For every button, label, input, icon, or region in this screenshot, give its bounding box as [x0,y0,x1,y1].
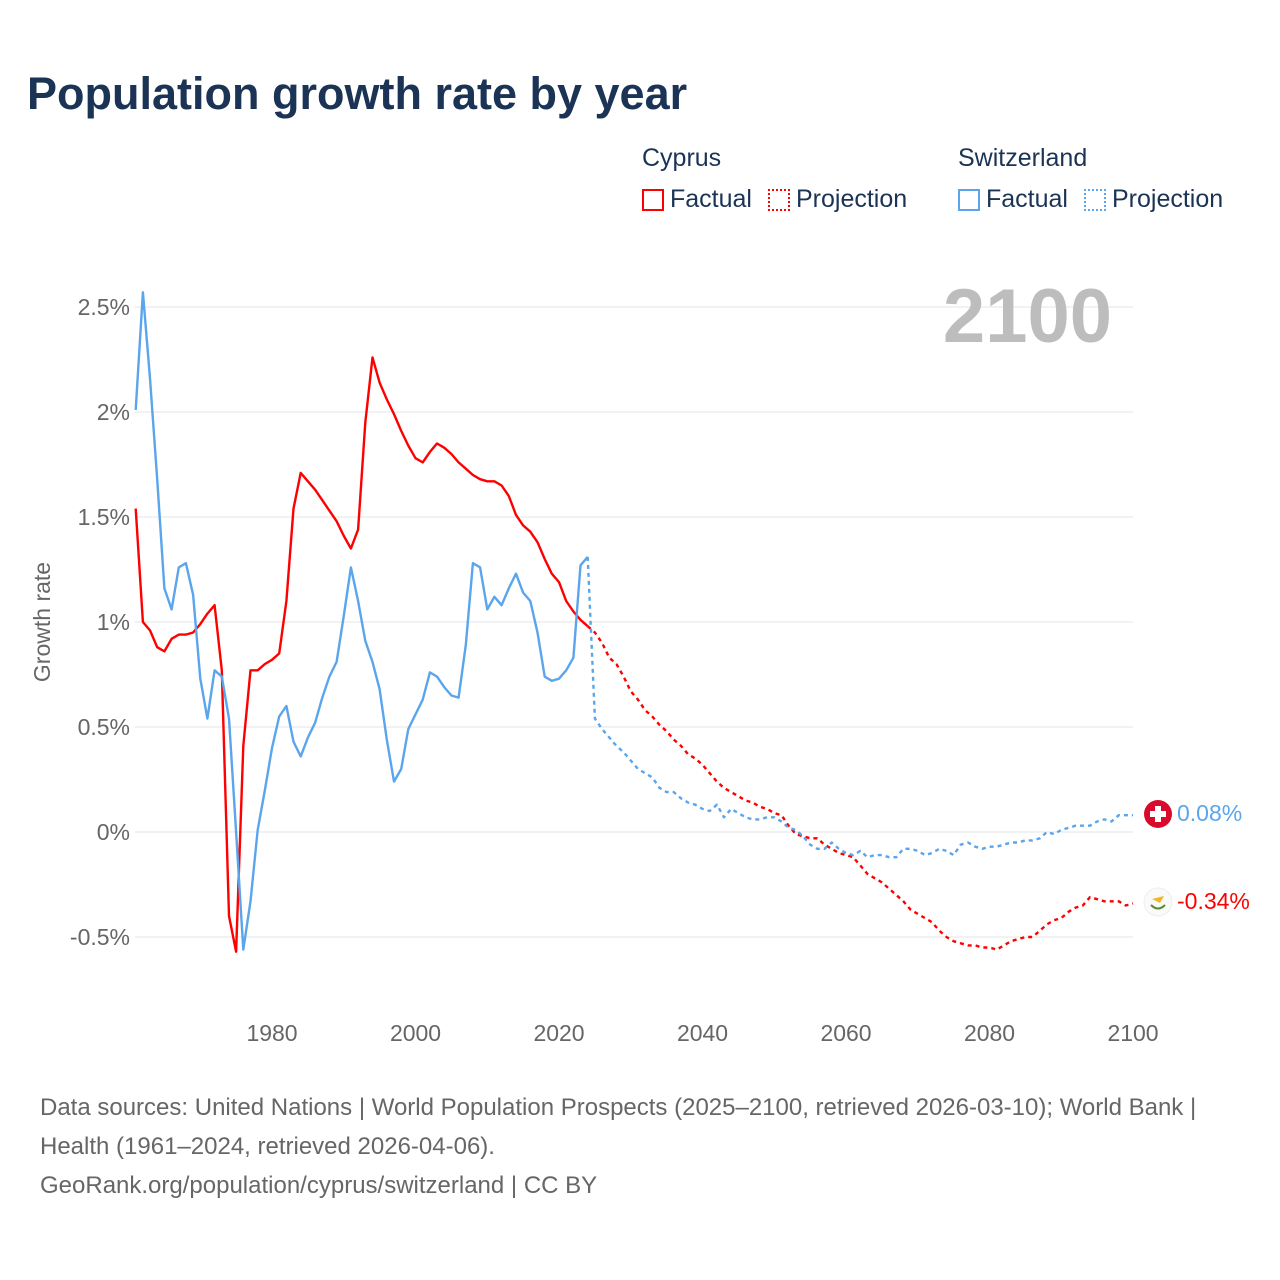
chart-area: 2.5% 2% 1.5% 1% 0.5% 0% -0.5% 1980 2000 2020 2040… [29,274,1250,1046]
legend-country-name: Cyprus [642,144,722,172]
x-tick-label: 2000 [390,1020,441,1046]
y-tick-label: 0.5% [78,714,130,740]
x-axis-ticks: 1980 2000 2020 2040 2060 2080 2100 [246,1020,1158,1046]
legend-country-name: Switzerland [958,144,1088,172]
solid-swatch-icon [642,188,664,211]
swiss-flag-icon [1144,800,1172,828]
cyprus-end-label: -0.34% [1177,888,1250,914]
legend-group-cyprus: Cyprus Factual Projection [642,144,907,214]
x-tick-label: 2100 [1107,1020,1158,1046]
x-tick-label: 2080 [964,1020,1015,1046]
y-tick-label: 0% [97,819,130,845]
x-tick-label: 2060 [820,1020,871,1046]
legend-item-cyprus-projection[interactable]: Projection [767,185,908,214]
solid-swatch-icon [958,188,980,211]
dotted-swatch-icon [767,188,790,211]
x-tick-label: 2020 [533,1020,584,1046]
legend-label: Factual [986,185,1068,213]
legend-group-switzerland: Switzerland Factual Projection [958,144,1223,214]
dotted-swatch-icon [1083,188,1106,211]
cyprus-factual-line [134,356,589,953]
x-tick-label: 1980 [246,1020,297,1046]
y-axis-label: Growth rate [29,562,55,682]
legend-item-switzerland-factual[interactable]: Factual [958,185,1068,214]
cyprus-projection-line [586,625,1134,951]
legend-label: Projection [795,185,908,213]
y-tick-label: 2.5% [78,294,130,320]
y-tick-label: 1% [97,609,130,635]
legend-label: Factual [670,185,752,213]
switzerland-projection-line [586,556,1133,859]
legend-item-switzerland-projection[interactable]: Projection [1083,185,1224,214]
sources-text: Data sources: United Nations | World Pop… [40,1094,1197,1160]
data-sources: Data sources: United Nations | World Pop… [40,1088,1240,1205]
legend-label: Projection [1111,185,1224,213]
switzerland-factual-line [134,291,589,951]
year-display: 2100 [943,274,1112,359]
legend-item-cyprus-factual[interactable]: Factual [642,185,752,214]
cyprus-flag-icon [1143,887,1173,917]
y-axis-ticks: 2.5% 2% 1.5% 1% 0.5% 0% -0.5% [70,294,130,950]
attribution-link[interactable]: GeoRank.org/population/cyprus/switzerlan… [40,1172,598,1199]
switzerland-end-label: 0.08% [1177,800,1242,826]
y-tick-label: 2% [97,399,130,425]
page-title: Population growth rate by year [27,68,688,119]
series-lines [134,291,1134,953]
gridlines [135,306,1133,938]
x-tick-label: 2040 [677,1020,728,1046]
y-tick-label: -0.5% [70,924,130,950]
y-tick-label: 1.5% [78,504,130,530]
